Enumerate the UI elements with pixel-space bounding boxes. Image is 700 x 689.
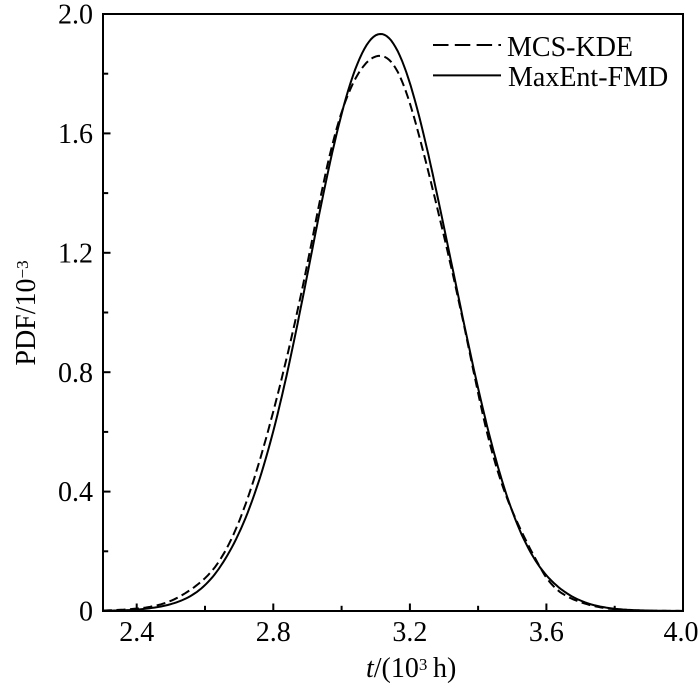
svg-text:MaxEnt-FMD: MaxEnt-FMD (508, 62, 668, 93)
svg-text:MCS-KDE: MCS-KDE (507, 32, 633, 63)
svg-text:1.2: 1.2 (58, 238, 93, 269)
svg-text:2.4: 2.4 (119, 617, 154, 648)
svg-text:2.0: 2.0 (58, 0, 93, 31)
svg-text:1.6: 1.6 (58, 119, 93, 150)
svg-text:4.0: 4.0 (664, 617, 699, 648)
svg-text:3.6: 3.6 (529, 617, 564, 648)
svg-text:0.8: 0.8 (58, 358, 93, 389)
svg-text:3.2: 3.2 (392, 617, 427, 648)
svg-text:2.8: 2.8 (256, 617, 291, 648)
svg-text:0.4: 0.4 (58, 477, 93, 508)
svg-text:t/(103 h): t/(103 h) (366, 653, 456, 684)
svg-text:0: 0 (79, 597, 93, 628)
